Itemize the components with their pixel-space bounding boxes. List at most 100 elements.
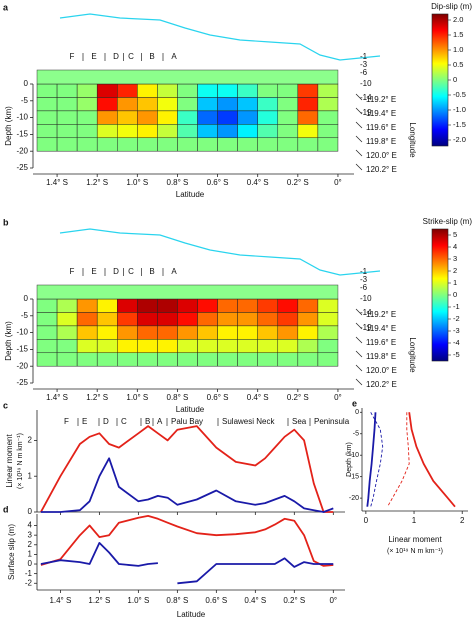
segment-label: F [64,417,69,426]
slip-cell [237,110,258,125]
slip-cell [96,352,118,367]
y-tick-label: 0 [28,559,33,568]
depth-contour-label: -3 [360,60,368,69]
slip-cell [117,124,138,139]
slip-cell [257,339,279,354]
slip-cell [217,124,238,139]
depth-contour-label: -6 [360,283,368,292]
x-tick-label: 1 [412,516,417,525]
y-tick-label: -5 [353,431,359,438]
longitude-label: 119.4° E [366,109,396,118]
x-axis-units: (× 10¹⁹ N m km⁻¹) [387,548,443,555]
segment-label: C [128,52,134,61]
slip-cell [76,312,98,327]
slip-cell [257,97,279,112]
slip-cell [177,124,198,139]
slip-cell [197,137,218,152]
slip-cell [177,137,198,152]
longitude-label: 120.2° E [366,165,397,174]
y-tick-label: -10 [16,113,28,122]
slip-cell [117,352,138,367]
slip-cell [117,97,138,112]
segment-label: C [121,417,127,426]
slip-cell [237,339,258,354]
colorbar-title: Strike-slip (m) [423,217,473,226]
x-tick-label: 0.8° S [166,596,188,605]
slip-cell [36,97,58,112]
depth-contour-label: -14 [360,308,372,317]
x-tick-label: 0.6° S [205,596,227,605]
slip-cell [257,110,279,125]
slip-cell [217,298,238,313]
slip-cell [36,110,58,125]
slip-cell [277,124,299,139]
slip-cell [177,325,198,340]
slip-cell [217,339,238,354]
segment-label: A [157,417,163,426]
slip-cell [277,97,299,112]
x-tick-label: 0.8° S [167,178,189,187]
slip-cell [157,325,178,340]
y-tick-label: 2 [28,540,33,549]
slip-cell [237,298,258,313]
slip-cell [76,325,98,340]
longitude-tick [355,163,363,171]
slip-cell [317,339,339,354]
slip-cell [217,312,238,327]
slip-cell [177,339,198,354]
slip-cell [56,298,78,313]
slip-cell [96,137,118,152]
x-tick-label: 0.2° S [287,393,309,402]
longitude-tick [355,308,363,316]
series-line [40,425,334,513]
slip-cell [96,325,118,340]
slip-cell [217,110,238,125]
longitude-title: Longitude [408,337,417,373]
slip-cell [117,339,138,354]
slip-cell [317,325,339,340]
slip-cell [257,325,279,340]
slip-cell [277,110,299,125]
y-tick-label: -1 [25,569,33,578]
y-axis-title: Surface slip (m) [7,524,16,580]
y-tick-label: -15 [349,474,359,481]
y-tick-label: 3 [28,530,33,539]
slip-cell [157,312,178,327]
colorbar-tick-label: 4 [453,242,457,251]
slip-cell [217,97,238,112]
colorbar-tick-label: 2.0 [453,15,463,24]
slip-cell [257,312,279,327]
segment-label: F [70,52,75,61]
x-tick-label: 1.0° S [127,596,149,605]
slip-cell [56,137,78,152]
x-tick-label: 0 [364,516,369,525]
slip-cell [76,298,98,313]
y-tick-label: 0 [28,507,33,516]
depth-contour-label: -1 [360,52,368,61]
y-tick-label: -20 [16,146,28,155]
x-tick-label: 0° [334,178,342,187]
depth-contour-label: -14 [360,93,372,102]
slip-cell [117,312,138,327]
x-tick-label: 1.2° S [86,393,108,402]
slip-cell [157,124,178,139]
fault-top [36,284,339,300]
segment-label: E [91,52,96,61]
slip-cell [277,325,299,340]
x-tick-label: 1.4° S [46,178,68,187]
x-axis-title: Latitude [177,610,206,619]
slip-cell [36,137,58,152]
slip-cell [197,124,218,139]
x-tick-label: 1.2° S [86,178,108,187]
depth-contour-label: -6 [360,68,368,77]
colorbar-tick-label: 5 [453,230,457,239]
slip-cell [257,352,279,367]
x-tick-label: 1.2° S [88,596,110,605]
y-tick-label: -20 [16,361,28,370]
slip-cell [76,83,98,98]
slip-cell [317,137,339,152]
slip-cell [297,110,319,125]
profile-line [408,412,456,508]
longitude-label: 119.6° E [366,338,396,347]
